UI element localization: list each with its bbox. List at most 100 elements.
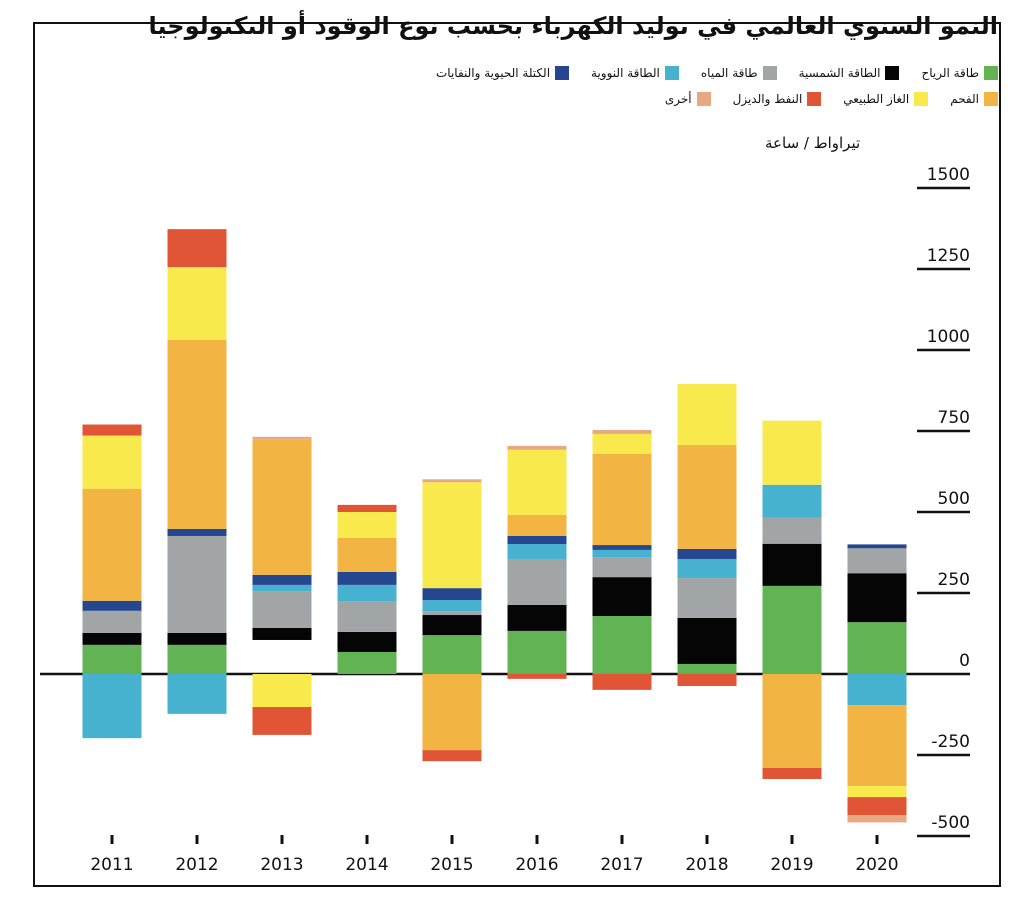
legend-swatch-coal <box>984 92 998 106</box>
bar-segment-2011-nuclear <box>82 674 142 739</box>
legend-label-oil: النفط والديزل <box>732 92 803 106</box>
chart-frame <box>33 22 1001 887</box>
x-tick-label: 2019 <box>770 855 813 875</box>
y-tick-label: 1500 <box>927 165 970 185</box>
bar-segment-2013-nuclear <box>252 584 312 592</box>
legend-label-wind: طاقة الرياح <box>921 66 979 80</box>
bar-segment-2017-gas <box>592 433 652 455</box>
bar-segment-2012-nuclear <box>167 674 227 714</box>
bar-segment-2019-coal <box>762 674 822 768</box>
bar-cover-neg <box>252 674 312 676</box>
bar-segment-2019-nuclear <box>762 484 822 518</box>
bar-segment-2012-oil <box>167 229 227 268</box>
x-tick-label: 2020 <box>855 855 898 875</box>
legend-swatch-solar <box>885 66 900 80</box>
bar-segment-2019-oil <box>762 767 822 779</box>
bar-cover-pos <box>337 672 397 674</box>
bar-segment-2013-biomass <box>252 574 312 585</box>
bar-segment-2017-wind <box>592 616 652 674</box>
bar-segment-2018-coal <box>677 444 737 549</box>
bar-segment-2013-solar <box>252 627 312 640</box>
legend-swatch-wind <box>984 66 998 80</box>
bar-segment-2018-hydro <box>677 578 737 618</box>
bar-segment-2014-coal <box>337 537 397 572</box>
bar-segment-2012-hydro <box>167 535 227 633</box>
bar-segment-2014-biomass <box>337 571 397 585</box>
y-tick-label: 500 <box>938 489 970 509</box>
bar-segment-2020-other <box>847 815 907 823</box>
legend-row-2: الفحم الغاز الطبيعي النفط والديزل أخرى <box>665 92 998 106</box>
bar-segment-2011-coal <box>82 488 142 601</box>
bar-cover-neg <box>677 674 737 676</box>
bar-segment-2011-biomass <box>82 600 142 611</box>
bar-segment-2014-hydro <box>337 601 397 632</box>
legend-label-solar: الطاقة الشمسية <box>798 66 881 80</box>
bar-segment-2018-solar <box>677 617 737 664</box>
legend-label-biomass: الكتلة الحيوية والنفايات <box>436 66 551 80</box>
bar-segment-2019-hydro <box>762 517 822 544</box>
bar-segment-2011-oil <box>82 424 142 436</box>
bar-segment-2015-solar <box>422 615 482 636</box>
chart-title: النمو السنوي العالمي في توليد الكهرباء ب… <box>148 12 999 40</box>
bar-segment-2015-oil <box>422 750 482 762</box>
bar-segment-2014-nuclear <box>337 584 397 602</box>
bar-segment-2016-solar <box>507 604 567 631</box>
legend-item-wind: طاقة الرياح <box>921 66 998 80</box>
bar-segment-2017-biomass <box>592 545 652 550</box>
bar-cover-pos <box>847 672 907 674</box>
bar-cover-pos <box>677 672 737 674</box>
legend-item-hydro: طاقة المياه <box>701 66 777 80</box>
legend-label-coal: الفحم <box>950 92 979 106</box>
bar-cover-pos <box>762 672 822 674</box>
bar-segment-2018-oil <box>677 674 737 686</box>
bar-segment-2020-nuclear <box>847 674 907 706</box>
bar-segment-2020-solar <box>847 573 907 623</box>
bar-cover-neg <box>592 674 652 676</box>
legend-swatch-hydro <box>762 66 777 80</box>
bar-segment-2013-hydro <box>252 591 312 628</box>
legend-item-other: أخرى <box>665 92 711 106</box>
bar-segment-2016-biomass <box>507 535 567 545</box>
bar-cover-pos <box>167 672 227 674</box>
y-tick-label: 250 <box>938 570 970 590</box>
bar-segment-2012-biomass <box>167 528 227 536</box>
bar-segment-2013-oil <box>252 707 312 735</box>
bar-segment-2020-oil <box>847 797 907 816</box>
legend-swatch-gas <box>914 92 929 106</box>
bar-segment-2019-solar <box>762 543 822 586</box>
bar-segment-2018-gas <box>677 384 737 445</box>
bar-segment-2015-other <box>422 479 482 483</box>
bar-segment-2018-nuclear <box>677 558 737 579</box>
x-tick-label: 2015 <box>430 855 473 875</box>
legend-label-other: أخرى <box>664 92 692 106</box>
bar-segment-2016-oil <box>507 674 567 679</box>
bar-segment-2013-coal <box>252 439 312 575</box>
y-tick-label: -250 <box>931 732 970 752</box>
bar-segment-2018-wind <box>677 663 737 674</box>
x-tick-label: 2014 <box>345 855 388 875</box>
bar-segment-2020-wind <box>847 622 907 674</box>
bar-segment-2012-coal <box>167 339 227 529</box>
y-tick-label: 1250 <box>927 246 970 266</box>
bar-segment-2017-nuclear <box>592 549 652 558</box>
x-tick-label: 2011 <box>90 855 133 875</box>
bar-segment-2015-wind <box>422 635 482 674</box>
legend-item-gas: الغاز الطبيعي <box>843 92 929 106</box>
bar-cover-neg <box>167 674 227 676</box>
bar-segment-2013-other <box>252 436 312 440</box>
bar-cover-pos <box>592 672 652 674</box>
bar-segment-2020-hydro <box>847 548 907 574</box>
legend-swatch-oil <box>807 92 822 106</box>
bar-segment-2017-coal <box>592 454 652 546</box>
legend-label-nuclear: الطاقة النووية <box>591 66 660 80</box>
y-tick-label: -500 <box>931 813 970 833</box>
y-axis-unit-label: تيراواط / ساعة <box>765 134 861 152</box>
bar-segment-2019-wind <box>762 585 822 674</box>
bar-segment-2016-other <box>507 445 567 450</box>
bar-segment-2017-oil <box>592 674 652 690</box>
x-tick-label: 2017 <box>600 855 643 875</box>
bar-segment-2017-other <box>592 430 652 434</box>
legend-item-solar: الطاقة الشمسية <box>799 66 900 80</box>
bar-segment-2020-biomass <box>847 544 907 549</box>
